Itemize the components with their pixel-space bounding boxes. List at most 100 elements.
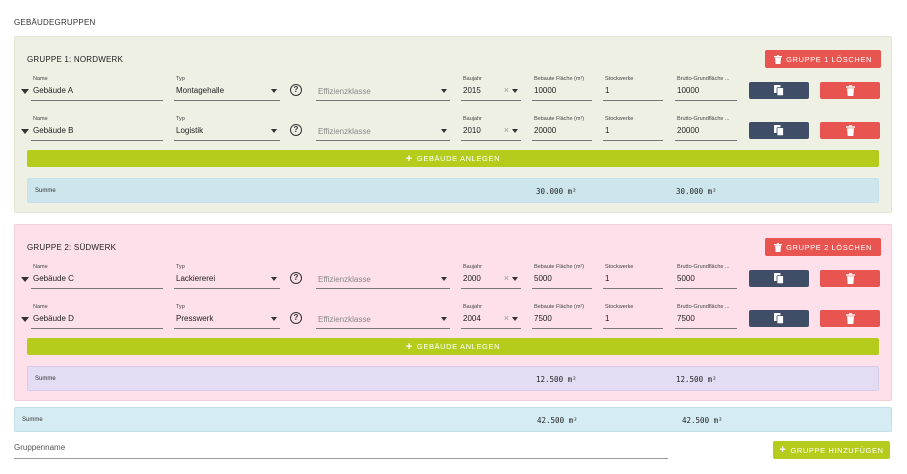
caret-down-icon[interactable] xyxy=(21,129,29,134)
delete-building-button[interactable] xyxy=(820,82,880,99)
chevron-down-icon xyxy=(271,89,277,93)
name-field[interactable]: Name Gebäude A xyxy=(31,75,163,101)
sum-flaeche: 12.500 m² xyxy=(536,375,577,384)
delete-building-button[interactable] xyxy=(820,122,880,139)
name-field[interactable]: Name Gebäude D xyxy=(31,303,163,329)
typ-value: Lackiererei xyxy=(176,274,216,283)
sum-brutto: 30.000 m² xyxy=(676,187,717,196)
name-field[interactable]: Name Gebäude B xyxy=(31,115,163,141)
chevron-down-icon xyxy=(512,89,518,93)
delete-group-button[interactable]: GRUPPE 1 LÖSCHEN xyxy=(765,50,881,68)
delete-building-button[interactable] xyxy=(820,310,880,327)
add-building-button[interactable]: + GEBÄUDE ANLEGEN xyxy=(27,338,879,355)
chevron-down-icon xyxy=(441,317,447,321)
typ-select[interactable]: Typ Logistik xyxy=(174,115,280,141)
name-value: Gebäude D xyxy=(33,314,74,323)
building-row: Name Gebäude C Typ Lackiererei ? Effizie… xyxy=(15,263,891,293)
chevron-down-icon xyxy=(441,129,447,133)
copy-icon xyxy=(774,273,784,284)
trash-icon xyxy=(774,54,783,64)
flaeche-input[interactable]: Bebaute Fläche (m²) 5000 xyxy=(532,263,592,289)
brutto-input[interactable]: Brutto-Grundfläche ... 5000 xyxy=(675,263,737,289)
copy-building-button[interactable] xyxy=(749,82,809,99)
clear-icon[interactable]: × xyxy=(503,273,509,283)
delete-group-label: GRUPPE 1 LÖSCHEN xyxy=(786,54,872,64)
chevron-down-icon xyxy=(441,89,447,93)
flaeche-input[interactable]: Bebaute Fläche (m²) 7500 xyxy=(532,303,592,329)
name-value: Gebäude B xyxy=(33,126,74,135)
baujahr-select[interactable]: Baujahr 2015 × xyxy=(461,75,521,101)
name-field[interactable]: Name Gebäude C xyxy=(31,263,163,289)
baujahr-select[interactable]: Baujahr 2000 × xyxy=(461,263,521,289)
help-circle-icon[interactable]: ? xyxy=(290,272,302,284)
effizienz-select[interactable]: Effizienzklasse xyxy=(316,115,450,141)
add-group-button[interactable]: + GRUPPE HINZUFÜGEN xyxy=(773,441,890,459)
group-suedwerk: GRUPPE 2: SÜDWERK GRUPPE 2 LÖSCHEN Name … xyxy=(14,224,892,401)
page-heading: GEBÄUDEGRUPPEN xyxy=(14,18,96,27)
baujahr-select[interactable]: Baujahr 2004 × xyxy=(461,303,521,329)
effizienz-select[interactable]: Effizienzklasse xyxy=(316,303,450,329)
clear-icon[interactable]: × xyxy=(503,125,509,135)
name-value: Gebäude C xyxy=(33,274,74,283)
brutto-input[interactable]: Brutto-Grundfläche ... 7500 xyxy=(675,303,737,329)
trash-icon xyxy=(845,313,855,324)
plus-icon: + xyxy=(779,444,787,456)
sum-brutto: 12.500 m² xyxy=(676,375,717,384)
stockwerke-input[interactable]: Stockwerke 1 xyxy=(603,115,663,141)
trash-icon xyxy=(845,273,855,284)
total-sum: Summe 42.500 m² 42.500 m² xyxy=(14,407,892,432)
chevron-down-icon xyxy=(271,317,277,321)
typ-value: Logistik xyxy=(176,126,204,135)
gruppenname-input[interactable]: Gruppenname xyxy=(14,441,668,459)
baujahr-value: 2010 xyxy=(463,126,481,135)
copy-building-button[interactable] xyxy=(749,270,809,287)
trash-icon xyxy=(845,125,855,136)
clear-icon[interactable]: × xyxy=(503,313,509,323)
copy-building-button[interactable] xyxy=(749,122,809,139)
brutto-input[interactable]: Brutto-Grundfläche ... 10000 xyxy=(675,75,737,101)
sum-flaeche: 30.000 m² xyxy=(536,187,577,196)
typ-select[interactable]: Typ Presswerk xyxy=(174,303,280,329)
flaeche-input[interactable]: Bebaute Fläche (m²) 10000 xyxy=(532,75,592,101)
plus-icon: + xyxy=(405,340,413,353)
group-sum: Summe 12.500 m² 12.500 m² xyxy=(27,366,879,391)
delete-building-button[interactable] xyxy=(820,270,880,287)
help-circle-icon[interactable]: ? xyxy=(290,124,302,136)
stockwerke-input[interactable]: Stockwerke 1 xyxy=(603,303,663,329)
copy-building-button[interactable] xyxy=(749,310,809,327)
group-title: GRUPPE 2: SÜDWERK xyxy=(27,243,117,252)
typ-select[interactable]: Typ Lackiererei xyxy=(174,263,280,289)
flaeche-input[interactable]: Bebaute Fläche (m²) 20000 xyxy=(532,115,592,141)
help-circle-icon[interactable]: ? xyxy=(290,312,302,324)
group-title: GRUPPE 1: NORDWERK xyxy=(27,55,124,64)
typ-value: Presswerk xyxy=(176,314,214,323)
typ-select[interactable]: Typ Montagehalle xyxy=(174,75,280,101)
building-row: Name Gebäude D Typ Presswerk ? Effizienz… xyxy=(15,303,891,333)
group-nordwerk: GRUPPE 1: NORDWERK GRUPPE 1 LÖSCHEN Name… xyxy=(14,36,892,213)
brutto-input[interactable]: Brutto-Grundfläche ... 20000 xyxy=(675,115,737,141)
total-flaeche: 42.500 m² xyxy=(537,416,578,425)
effizienz-select[interactable]: Effizienzklasse xyxy=(316,75,450,101)
caret-down-icon[interactable] xyxy=(21,317,29,322)
stockwerke-input[interactable]: Stockwerke 1 xyxy=(603,75,663,101)
page: GEBÄUDEGRUPPEN GRUPPE 1: NORDWERK GRUPPE… xyxy=(3,3,900,471)
chevron-down-icon xyxy=(512,129,518,133)
baujahr-value: 2000 xyxy=(463,274,481,283)
add-building-button[interactable]: + GEBÄUDE ANLEGEN xyxy=(27,150,879,167)
stockwerke-input[interactable]: Stockwerke 1 xyxy=(603,263,663,289)
trash-icon xyxy=(845,85,855,96)
chevron-down-icon xyxy=(441,277,447,281)
help-circle-icon[interactable]: ? xyxy=(290,84,302,96)
effizienz-select[interactable]: Effizienzklasse xyxy=(316,263,450,289)
typ-value: Montagehalle xyxy=(176,86,225,95)
clear-icon[interactable]: × xyxy=(503,85,509,95)
chevron-down-icon xyxy=(271,129,277,133)
trash-icon xyxy=(774,242,783,252)
copy-icon xyxy=(774,85,784,96)
caret-down-icon[interactable] xyxy=(21,277,29,282)
baujahr-select[interactable]: Baujahr 2010 × xyxy=(461,115,521,141)
building-row: Name Gebäude B Typ Logistik ? Effizienzk… xyxy=(15,115,891,145)
chevron-down-icon xyxy=(512,277,518,281)
delete-group-button[interactable]: GRUPPE 2 LÖSCHEN xyxy=(765,238,881,256)
caret-down-icon[interactable] xyxy=(21,89,29,94)
